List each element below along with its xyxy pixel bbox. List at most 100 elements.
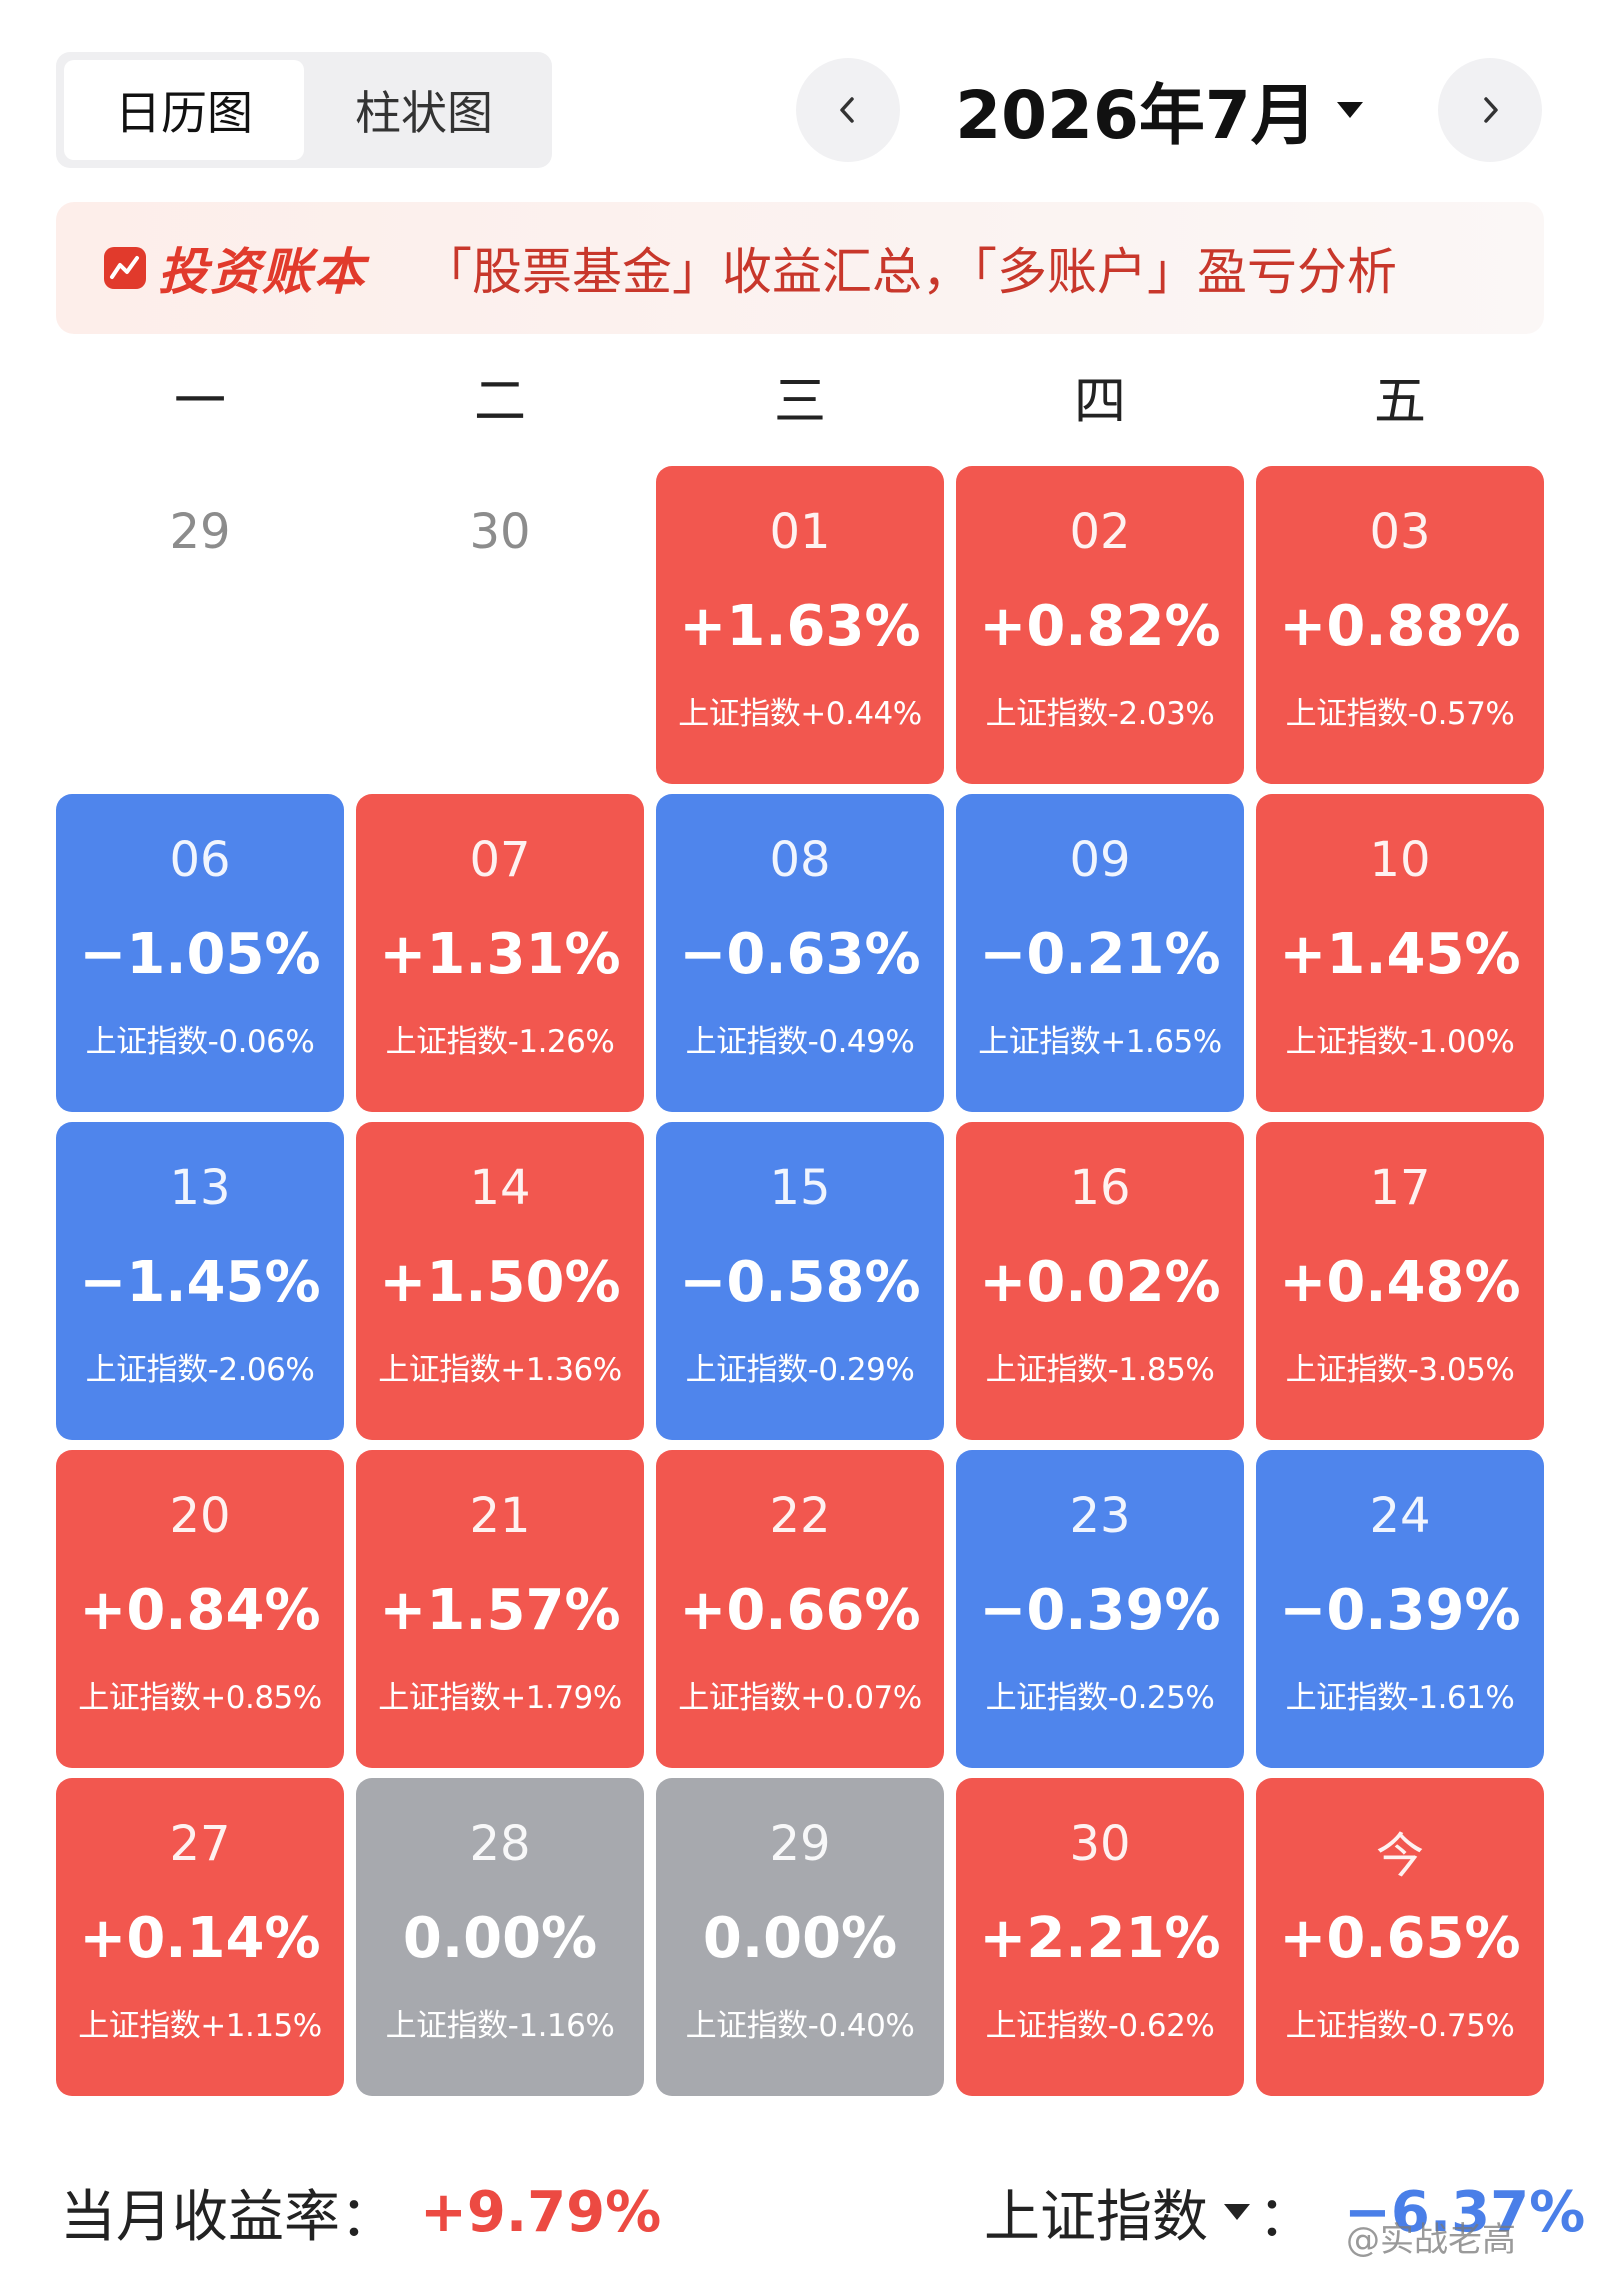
day-number: 13 [169,1160,231,1216]
index-change: 上证指数+1.79% [378,1680,622,1716]
calendar-day-cell[interactable]: 09 −0.21% 上证指数+1.65% [956,794,1244,1112]
index-change: 上证指数+1.15% [78,2008,322,2044]
watermark: @实战老高 [1346,2220,1516,2260]
daily-return: +1.45% [1279,922,1521,987]
calendar-day-cell[interactable]: 20 +0.84% 上证指数+0.85% [56,1450,344,1768]
daily-return: +0.66% [679,1578,921,1643]
day-number: 28 [469,1816,531,1872]
month-label: 2026年7月 [955,77,1317,154]
index-change: 上证指数-0.40% [685,2008,915,2044]
daily-return: +0.88% [1279,594,1521,659]
index-change: 上证指数-0.75% [1285,2008,1515,2044]
daily-return: +0.84% [79,1578,321,1643]
weekday-tue: 二 [473,372,526,432]
day-number: 20 [169,1488,231,1544]
daily-return: +1.63% [679,594,921,659]
index-change: 上证指数-0.57% [1285,696,1515,732]
weekday-thu: 四 [1073,372,1126,432]
chevron-left-icon [840,97,854,123]
calendar-day-cell[interactable]: 30 +2.21% 上证指数-0.62% [956,1778,1244,2096]
daily-return: −0.58% [679,1250,921,1315]
index-change: 上证指数-0.49% [685,1024,915,1060]
calendar-day-cell[interactable]: 29 0.00% 上证指数-0.40% [656,1778,944,2096]
calendar-day-cell[interactable]: 17 +0.48% 上证指数-3.05% [1256,1122,1544,1440]
day-number: 06 [169,832,231,888]
calendar-day-cell[interactable]: 01 +1.63% 上证指数+0.44% [656,466,944,784]
month-picker[interactable]: 2026年7月 [940,62,1380,158]
tab-bar-chart[interactable]: 柱状图 [355,86,493,140]
day-number: 02 [1069,504,1131,560]
calendar-day-cell[interactable]: 24 −0.39% 上证指数-1.61% [1256,1450,1544,1768]
brand-name: 投资账本 [158,243,366,301]
calendar-day-cell[interactable]: 15 −0.58% 上证指数-0.29% [656,1122,944,1440]
day-number: 07 [469,832,531,888]
index-change: 上证指数-1.85% [985,1352,1215,1388]
calendar-day-cell[interactable]: 今 +0.65% 上证指数-0.75% [1256,1778,1544,2096]
day-number: 24 [1369,1488,1431,1544]
calendar-day-cell[interactable]: 23 −0.39% 上证指数-0.25% [956,1450,1244,1768]
index-change: 上证指数-2.03% [985,696,1215,732]
weekday-wed: 三 [773,372,826,432]
daily-return: +0.02% [979,1250,1221,1315]
calendar-day-cell[interactable]: 28 0.00% 上证指数-1.16% [356,1778,644,2096]
daily-return: −0.21% [979,922,1221,987]
calendar-day-cell[interactable]: 21 +1.57% 上证指数+1.79% [356,1450,644,1768]
daily-return: +1.50% [379,1250,621,1315]
calendar-day-cell[interactable]: 03 +0.88% 上证指数-0.57% [1256,466,1544,784]
index-summary: 上证指数 ： −6.37% [984,2175,1586,2250]
day-number: 21 [469,1488,531,1544]
index-colon: ： [1258,2184,1314,2250]
day-number: 09 [1069,832,1131,888]
day-number: 23 [1069,1488,1131,1544]
daily-return: +2.21% [979,1906,1221,1971]
day-number: 17 [1369,1160,1431,1216]
daily-return: +0.65% [1279,1906,1521,1971]
previous-month-button[interactable] [796,58,900,162]
caret-down-icon[interactable] [1222,2201,1252,2223]
index-change: 上证指数-0.62% [985,2008,1215,2044]
calendar-day-cell[interactable]: 14 +1.50% 上证指数+1.36% [356,1122,644,1440]
calendar-day-cell[interactable]: 16 +0.02% 上证指数-1.85% [956,1122,1244,1440]
tab-calendar[interactable]: 日历图 [64,60,304,160]
calendar-day-cell[interactable]: 13 −1.45% 上证指数-2.06% [56,1122,344,1440]
daily-return: +1.57% [379,1578,621,1643]
day-number: 01 [769,504,831,560]
view-switch: 日历图 柱状图 [56,52,552,168]
daily-return: −1.45% [79,1250,321,1315]
index-selector-label[interactable]: 上证指数 [984,2184,1208,2250]
daily-return: 0.00% [702,1906,898,1971]
day-number: 29 [169,504,231,560]
chevron-right-icon [1484,97,1498,123]
day-number: 16 [1069,1160,1131,1216]
calendar-day-cell[interactable]: 10 +1.45% 上证指数-1.00% [1256,794,1544,1112]
index-change: 上证指数+0.85% [78,1680,322,1716]
calendar-day-cell[interactable]: 27 +0.14% 上证指数+1.15% [56,1778,344,2096]
brand-logo-icon [104,247,146,289]
promo-banner[interactable]: 投资账本 「股票基金」收益汇总，「多账户」盈亏分析 [56,202,1544,334]
index-return-value: −6.37% [1344,2179,1586,2245]
banner-slogan: 「股票基金」收益汇总，「多账户」盈亏分析 [422,243,1397,301]
index-change: 上证指数-2.06% [85,1352,315,1388]
calendar-day-cell: 30 [356,466,644,784]
calendar-day-cell[interactable]: 06 −1.05% 上证指数-0.06% [56,794,344,1112]
index-change: 上证指数-1.26% [385,1024,615,1060]
day-number: 30 [1069,1816,1131,1872]
calendar-day-cell[interactable]: 02 +0.82% 上证指数-2.03% [956,466,1244,784]
calendar-day-cell[interactable]: 22 +0.66% 上证指数+0.07% [656,1450,944,1768]
calendar-day-cell[interactable]: 08 −0.63% 上证指数-0.49% [656,794,944,1112]
index-change: 上证指数-1.00% [1285,1024,1515,1060]
daily-return: +0.48% [1279,1250,1521,1315]
day-number: 29 [769,1816,831,1872]
monthly-return-value: +9.79% [420,2179,662,2245]
day-number: 30 [469,504,531,560]
calendar-day-cell[interactable]: 07 +1.31% 上证指数-1.26% [356,794,644,1112]
index-change: 上证指数-0.25% [985,1680,1215,1716]
daily-return: 0.00% [402,1906,598,1971]
daily-return: +1.31% [379,922,621,987]
day-number: 10 [1369,832,1431,888]
index-change: 上证指数+1.36% [378,1352,622,1388]
next-month-button[interactable] [1438,58,1542,162]
daily-return: +0.14% [79,1906,321,1971]
caret-down-icon [1336,102,1363,118]
